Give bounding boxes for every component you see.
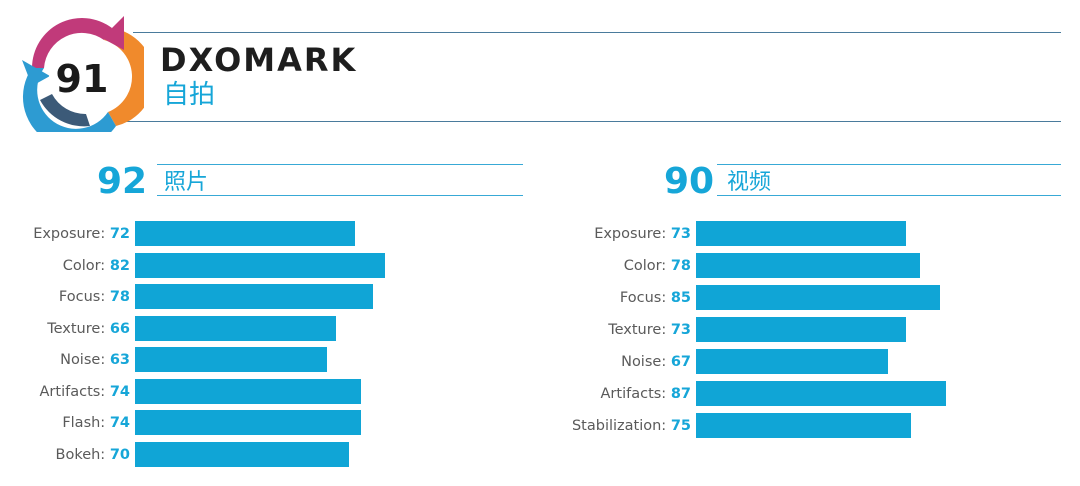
video-value-texture: 73 — [670, 322, 691, 338]
photo-bar-artifacts — [135, 378, 361, 404]
video-header-top-rule — [717, 164, 1061, 165]
photo-bar-exposure — [135, 221, 355, 246]
photo-bar-noise — [135, 347, 327, 372]
photo-label-color: Color: 82 — [63, 256, 130, 276]
header-top-rule — [133, 32, 1061, 33]
video-label-color: Color: 78 — [624, 256, 691, 276]
photo-category-artifacts: Artifacts: — [39, 383, 110, 400]
photo-label-texture: Texture: 66 — [47, 319, 130, 339]
badge-arc-slate — [40, 94, 90, 127]
photo-value-focus: 78 — [109, 289, 130, 305]
overall-score: 91 — [56, 57, 109, 101]
video-label-artifacts: Artifacts: 87 — [601, 384, 691, 404]
video-label-exposure: Exposure: 73 — [594, 224, 691, 244]
video-category-color: Color: — [623, 258, 671, 274]
video-value-artifacts: 87 — [670, 386, 691, 402]
photo-section-title: 照片 — [164, 170, 209, 195]
photo-label-exposure: Exposure: 72 — [33, 224, 130, 244]
score-badge: 91 — [22, 16, 144, 132]
photo-bar-bokeh — [135, 441, 349, 467]
video-bar-noise — [696, 349, 888, 374]
photo-header-bottom-rule — [157, 195, 523, 196]
photo-value-texture: 66 — [109, 320, 130, 337]
badge-arc-magenta — [32, 18, 112, 68]
video-category-focus: Focus: — [619, 290, 671, 306]
photo-category-exposure: Exposure: — [33, 226, 110, 242]
video-bar-exposure — [696, 221, 906, 246]
photo-category-color: Color: — [62, 257, 110, 274]
video-bar-texture — [696, 317, 906, 342]
badge-arc-blue — [22, 68, 116, 132]
video-bar-focus — [696, 285, 940, 310]
video-bar-artifacts — [696, 381, 946, 406]
photo-label-noise: Noise: 63 — [60, 350, 130, 370]
photo-bar-color — [135, 252, 385, 278]
video-label-stabilization: Stabilization: 75 — [572, 416, 691, 436]
video-value-stabilization: 75 — [670, 418, 691, 434]
video-value-exposure: 73 — [670, 226, 691, 242]
brand-wordmark: DXOMARK — [160, 41, 358, 79]
photo-category-texture: Texture: — [47, 320, 110, 337]
video-label-texture: Texture: 73 — [608, 320, 691, 340]
video-section-title: 视频 — [727, 170, 772, 195]
video-label-noise: Noise: 67 — [621, 352, 691, 372]
photo-value-bokeh: 70 — [109, 446, 130, 463]
photo-category-flash: Flash: — [62, 415, 110, 431]
video-value-noise: 67 — [670, 354, 691, 370]
badge-arc-orange — [104, 28, 144, 126]
photo-bar-texture — [135, 315, 336, 341]
video-bar-color — [696, 253, 920, 278]
photo-label-flash: Flash: 74 — [62, 413, 130, 433]
photo-header-top-rule — [157, 164, 523, 165]
video-value-color: 78 — [670, 258, 691, 274]
page-subtitle: 自拍 — [163, 80, 216, 110]
photo-value-noise: 63 — [109, 352, 130, 368]
video-category-noise: Noise: — [621, 354, 671, 370]
video-category-stabilization: Stabilization: — [571, 418, 671, 434]
photo-value-artifacts: 74 — [109, 383, 130, 400]
photo-label-bokeh: Bokeh: 70 — [56, 445, 131, 465]
photo-label-focus: Focus: 78 — [59, 287, 130, 307]
photo-bar-flash — [135, 410, 361, 435]
header-bottom-rule — [125, 121, 1061, 122]
photo-category-noise: Noise: — [60, 352, 110, 368]
photo-value-exposure: 72 — [109, 226, 130, 242]
photo-bar-focus — [135, 284, 373, 309]
video-bar-stabilization — [696, 413, 911, 438]
photo-value-color: 82 — [109, 257, 130, 274]
photo-value-flash: 74 — [109, 415, 130, 431]
video-score: 90 — [664, 161, 715, 202]
video-category-exposure: Exposure: — [594, 226, 671, 242]
video-value-focus: 85 — [670, 290, 691, 306]
photo-score: 92 — [97, 161, 148, 202]
photo-category-bokeh: Bokeh: — [55, 446, 110, 463]
video-category-artifacts: Artifacts: — [600, 386, 671, 402]
photo-category-focus: Focus: — [58, 289, 110, 305]
photo-label-artifacts: Artifacts: 74 — [40, 382, 130, 402]
video-header-bottom-rule — [717, 195, 1061, 196]
video-label-focus: Focus: 85 — [620, 288, 691, 308]
video-category-texture: Texture: — [608, 322, 671, 338]
